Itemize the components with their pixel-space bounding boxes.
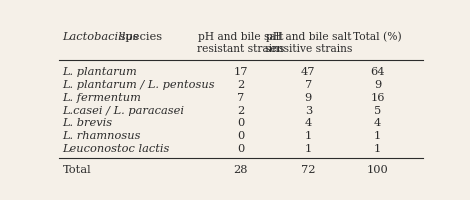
Text: 100: 100 bbox=[367, 164, 388, 174]
Text: Total (%): Total (%) bbox=[353, 32, 402, 42]
Text: L. brevis: L. brevis bbox=[63, 118, 112, 128]
Text: Leuconostoc lactis: Leuconostoc lactis bbox=[63, 143, 170, 153]
Text: 2: 2 bbox=[237, 80, 244, 90]
Text: 1: 1 bbox=[305, 130, 312, 140]
Text: 1: 1 bbox=[374, 130, 381, 140]
Text: 3: 3 bbox=[305, 105, 312, 115]
Text: 9: 9 bbox=[374, 80, 381, 90]
Text: L. plantarum / L. pentosus: L. plantarum / L. pentosus bbox=[63, 80, 215, 90]
Text: 9: 9 bbox=[305, 92, 312, 102]
Text: 72: 72 bbox=[301, 164, 315, 174]
Text: 47: 47 bbox=[301, 67, 315, 77]
Text: L.casei / L. paracasei: L.casei / L. paracasei bbox=[63, 105, 184, 115]
Text: 2: 2 bbox=[237, 105, 244, 115]
Text: 4: 4 bbox=[374, 118, 381, 128]
Text: 7: 7 bbox=[237, 92, 244, 102]
Text: 0: 0 bbox=[237, 118, 244, 128]
Text: Lactobacillus: Lactobacillus bbox=[63, 32, 139, 42]
Text: 17: 17 bbox=[234, 67, 248, 77]
Text: L. fermentum: L. fermentum bbox=[63, 92, 141, 102]
Text: species: species bbox=[116, 32, 163, 42]
Text: 1: 1 bbox=[374, 143, 381, 153]
Text: L. plantarum: L. plantarum bbox=[63, 67, 137, 77]
Text: Total: Total bbox=[63, 164, 91, 174]
Text: 5: 5 bbox=[374, 105, 381, 115]
Text: 64: 64 bbox=[370, 67, 385, 77]
Text: 0: 0 bbox=[237, 143, 244, 153]
Text: 0: 0 bbox=[237, 130, 244, 140]
Text: 1: 1 bbox=[305, 143, 312, 153]
Text: L. rhamnosus: L. rhamnosus bbox=[63, 130, 141, 140]
Text: pH and bile salt
resistant strains: pH and bile salt resistant strains bbox=[197, 32, 284, 54]
Text: 28: 28 bbox=[234, 164, 248, 174]
Text: 16: 16 bbox=[370, 92, 385, 102]
Text: pH and bile salt
sensitive strains: pH and bile salt sensitive strains bbox=[265, 32, 352, 54]
Text: 4: 4 bbox=[305, 118, 312, 128]
Text: 7: 7 bbox=[305, 80, 312, 90]
